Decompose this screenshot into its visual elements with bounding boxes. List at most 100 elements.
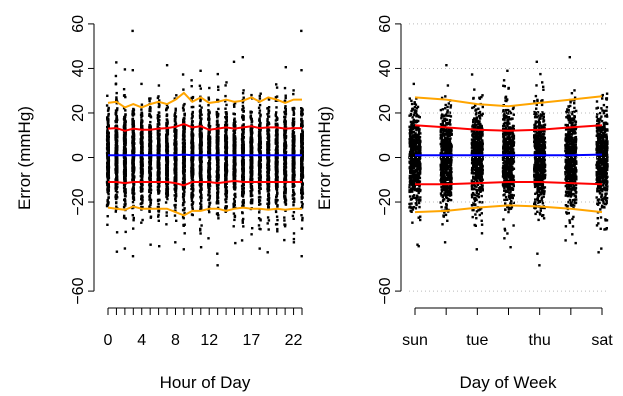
scatter-point [199,246,203,249]
scatter-point [158,111,161,114]
scatter-point [132,216,135,220]
scatter-point [215,173,219,177]
scatter-point [131,123,134,126]
scatter-point [174,241,177,244]
scatter-point [199,111,202,114]
scatter-point [207,109,210,112]
scatter-point [207,133,210,136]
scatter-point [249,172,253,175]
scatter-point [250,156,253,159]
scatter-point [106,172,109,175]
scatter-point [123,68,127,71]
scatter-point [191,95,195,99]
scatter-point [191,129,194,132]
scatter-point [232,202,235,206]
scatter-point [149,182,152,186]
scatter-point [207,186,210,189]
scatter-point [166,197,169,201]
scatter-point [106,200,109,203]
scatter-point [199,197,203,200]
scatter-point [190,171,193,174]
scatter-point [165,142,169,145]
scatter-point [208,188,211,191]
scatter-point [106,153,109,157]
scatter-point [191,116,194,119]
scatter-point [156,179,159,182]
scatter-point [175,140,178,143]
scatter-point [233,149,236,153]
scatter-point [207,117,210,120]
scatter-point [224,135,227,139]
scatter-point [250,189,254,192]
scatter-point [190,163,194,166]
scatter-point [182,154,185,158]
scatter-point [164,201,168,204]
scatter-point [132,198,136,201]
scatter-point [182,135,185,138]
scatter-point [131,118,134,121]
scatter-point [148,158,152,162]
scatter-point [132,111,135,114]
scatter-point [199,176,202,179]
scatter-point [183,190,186,193]
scatter-point [156,176,160,179]
scatter-point [232,186,236,189]
scatter-point [233,188,237,191]
scatter-point [107,142,110,146]
scatter-point [124,151,127,155]
scatter-point [225,170,228,173]
scatter-point [199,232,202,235]
scatter-point [249,137,253,141]
scatter-point [241,152,244,156]
scatter-point [183,102,186,106]
scatter-point [199,127,202,131]
scatter-point [224,123,227,127]
scatter-point [123,198,126,202]
scatter-point [183,207,186,210]
scatter-point [225,144,228,147]
scatter-point [207,124,210,127]
scatter-point [166,171,169,175]
scatter-point [140,123,143,127]
scatter-point [166,132,169,136]
scatter-point [141,218,144,222]
scatter-point [234,241,237,245]
scatter-point [140,202,143,205]
scatter-point [131,130,134,134]
scatter-point [123,179,126,182]
scatter-point [115,165,119,168]
scatter-point [115,172,118,176]
scatter-point [241,211,244,214]
scatter-point [183,232,186,235]
scatter-point [124,125,127,129]
scatter-point [183,186,186,189]
scatter-point [208,144,211,147]
scatter-point [207,121,211,124]
scatter-point [157,121,161,125]
scatter-point [123,118,126,122]
scatter-point [106,165,109,169]
scatter-point [148,186,152,190]
scatter-point [149,109,152,112]
scatter-point [114,186,118,189]
scatter-point [132,144,135,147]
scatter-point [156,198,160,202]
scatter-point [258,211,261,214]
scatter-point [224,140,227,143]
scatter-point [107,196,110,199]
scatter-point [242,143,245,146]
scatter-point [199,229,202,232]
scatter-point [182,129,185,132]
scatter-point [175,174,178,177]
scatter-point [132,136,136,140]
scatter-point [208,136,211,139]
scatter-point [165,149,169,153]
scatter-point [207,150,210,154]
scatter-point [200,117,203,120]
scatter-point [106,94,109,97]
scatter-point [250,151,253,155]
scatter-point [241,169,244,173]
scatter-point [249,161,253,164]
scatter-point [132,182,135,186]
scatter-point [165,147,168,151]
